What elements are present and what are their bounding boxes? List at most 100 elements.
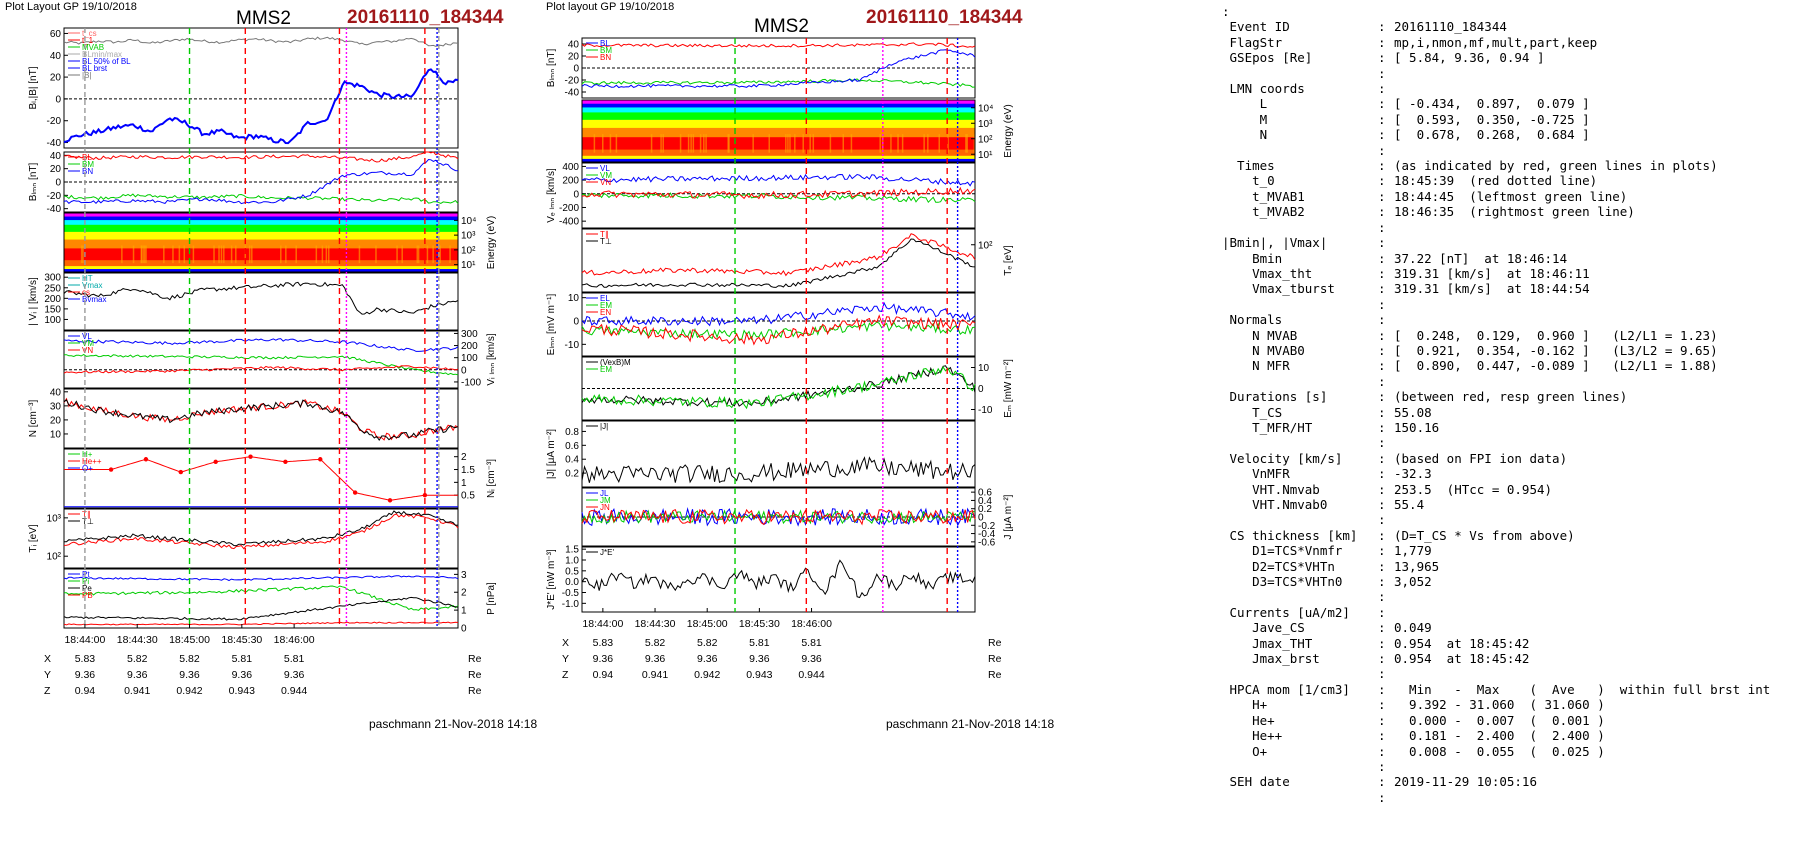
- panel-em: -10 0 10 (VexB)MEM Eₘ [mW m⁻²]: [581, 356, 1014, 421]
- summary-colon: :: [1378, 50, 1386, 66]
- series-line-em: [581, 366, 976, 410]
- y-tick-label: 0.4: [978, 496, 992, 507]
- summary-value: 2019-11-29 10:05:16: [1394, 774, 1537, 790]
- summary-colon: :: [1378, 389, 1386, 405]
- summary-key: [1222, 589, 1378, 604]
- summary-row: :: [1222, 220, 1802, 235]
- summary-key: N MVAB: [1222, 327, 1298, 343]
- summary-colon: :: [1378, 296, 1386, 312]
- legend-label: BM: [82, 160, 94, 169]
- panel-frame: [63, 27, 459, 149]
- y-tick-label: 40: [568, 40, 580, 51]
- series-line-ni: [63, 399, 459, 442]
- summary-colon: [1378, 4, 1394, 19]
- summary-value: (based on FPI ion data): [1394, 450, 1568, 466]
- panel-ti: 10² 10³ T∥T⊥ Tᵢ [eV]: [28, 508, 459, 569]
- spectrogram-band: [64, 216, 458, 221]
- y-tick-label: 1.5: [565, 545, 579, 556]
- spectrogram-streak: [890, 134, 892, 153]
- summary-key: H+: [1222, 697, 1268, 713]
- summary-key: [1222, 220, 1378, 235]
- y-tick-label: -10: [565, 340, 580, 351]
- spectrogram-streak: [80, 245, 83, 264]
- y-tick-label: -20: [47, 116, 62, 127]
- spectrogram-streak: [727, 134, 729, 153]
- spectrogram-streak: [938, 134, 940, 153]
- position-value: 0.944: [281, 685, 307, 697]
- position-value: 0.942: [176, 685, 202, 697]
- axis-label: J*E' [nW m⁻³]: [546, 549, 557, 610]
- series-line-vexb: [581, 365, 976, 407]
- summary-colon: :: [1378, 65, 1386, 81]
- spectrogram-streak: [593, 134, 596, 153]
- spectrogram-streak: [223, 245, 225, 264]
- spectrogram-streak: [927, 134, 929, 153]
- summary-key: D3=TCS*VHTn0: [1222, 574, 1343, 590]
- summary-row: Currents [uA/m2]:: [1222, 605, 1802, 620]
- y-tick-label: -1.0: [562, 599, 580, 610]
- series-line-j: [581, 456, 976, 484]
- summary-value: 3,052: [1394, 574, 1432, 590]
- y-tick-label: 20: [50, 73, 62, 84]
- x-tick-label: 18:45:30: [221, 634, 262, 646]
- y-tick-label: 20: [568, 52, 580, 63]
- summary-row: T_MFR/HT:150.16: [1222, 420, 1802, 435]
- summary-key: N: [1222, 127, 1268, 143]
- panel-frame: [581, 162, 976, 229]
- mid-plot-header: Plot layout GP 19/10/2018: [546, 1, 675, 13]
- spectrogram-streak: [213, 245, 215, 264]
- legend-label: t_1: [82, 36, 94, 45]
- summary-key: |Bmin|, |Vmax|: [1222, 235, 1328, 251]
- summary-colon: :: [1378, 435, 1386, 451]
- y-tick-label: -40: [47, 138, 62, 149]
- panel-frame: [63, 330, 459, 389]
- x-tick-label: 18:44:00: [582, 618, 623, 630]
- series-line-l: [581, 42, 976, 48]
- legend-label: BN: [600, 53, 611, 62]
- spectrogram-streak: [251, 245, 253, 264]
- summary-row: t_0:18:45:39 (red dotted line): [1222, 173, 1802, 188]
- data-point: [352, 490, 358, 495]
- summary-key: VnMFR: [1222, 466, 1290, 482]
- spectrogram-streak: [230, 245, 233, 264]
- spectrogram-streak: [897, 134, 899, 153]
- legend-label: EM: [600, 365, 612, 374]
- position-value: 0.941: [124, 685, 150, 697]
- spectrogram-streak: [401, 245, 403, 264]
- spectrogram-band: [64, 231, 458, 241]
- summary-row: Vmax_tburst:319.31 [km/s] at 18:44:54: [1222, 281, 1802, 296]
- y-tick-label: -0.4: [978, 529, 996, 540]
- summary-colon: :: [1378, 728, 1386, 744]
- summary-row: D1=TCS*Vnmfr:1,779: [1222, 543, 1802, 558]
- summary-key: [1222, 374, 1378, 389]
- legend-label: Pi: [82, 577, 89, 586]
- summary-colon: :: [1378, 789, 1386, 805]
- summary-key: [1222, 512, 1378, 527]
- y-tick-label: 10²: [978, 240, 993, 251]
- position-value: 0.94: [593, 669, 614, 681]
- y-tick-label: 100: [461, 353, 478, 364]
- spectrogram-streak: [789, 134, 791, 153]
- spectrogram-streak: [142, 245, 145, 264]
- summary-key: Vmax_tht: [1222, 265, 1313, 281]
- position-value: 9.36: [232, 669, 253, 681]
- series-line-pb: [63, 621, 459, 626]
- summary-key: GSEpos [Re]: [1222, 50, 1313, 66]
- summary-colon: :: [1378, 604, 1386, 620]
- y-tick-label: 3: [461, 570, 467, 581]
- summary-key: Jmax_brst: [1222, 651, 1320, 667]
- spectrogram-streak: [785, 134, 787, 153]
- summary-key: [1222, 435, 1378, 450]
- spectrogram-streak: [375, 245, 377, 264]
- spectrogram-band: [582, 137, 975, 151]
- summary-key: t_MVAB1: [1222, 188, 1305, 204]
- y-tick-label: 10³: [978, 119, 993, 130]
- data-point: [318, 457, 323, 462]
- panel-frame: [63, 568, 459, 629]
- position-unit: Re: [468, 669, 482, 681]
- series-line-m: [581, 78, 976, 88]
- x-tick-label: 18:46:00: [274, 634, 315, 646]
- series-line-jn: [581, 508, 976, 526]
